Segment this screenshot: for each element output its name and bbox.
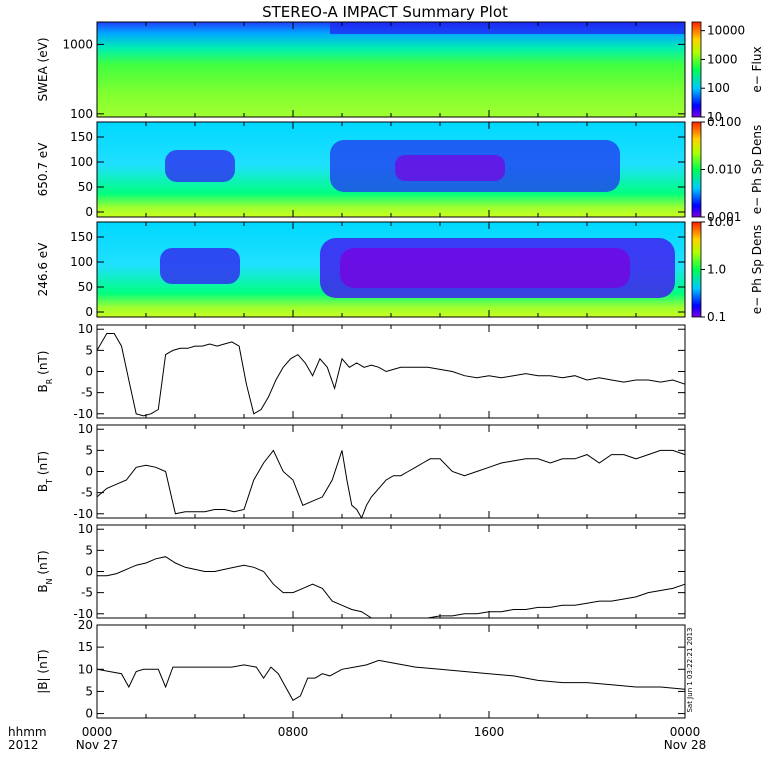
footer-hhmm: hhmm [8,725,47,739]
br-ytick-label: -10 [73,407,93,421]
bmag-ytick-label: 15 [78,640,93,654]
bt-frame [96,424,686,519]
br-series-line [96,333,686,417]
pad650-core [395,155,505,181]
swea-ytick-label: 1000 [62,37,93,51]
pad246-colorbar-label: e− Ph Sp Dens [750,225,764,314]
bmag-ytick-label: 20 [78,618,93,632]
pad650-colorbar-label: e− Ph Sp Dens [750,125,764,214]
pad246-colorbar-tick-label: 1.0 [707,263,726,277]
bmag-ytick-label: 10 [78,662,93,676]
pad246-ytick-label: 50 [78,280,93,294]
pad246-ylabel: 246.6 eV [36,242,50,297]
pad650-ytick-label: 50 [78,180,93,194]
bmag-ylabel: |B| (nT) [36,649,50,693]
bn-ytick-label: -10 [73,607,93,621]
colorbar-swea [691,21,702,118]
pad650-depletion-1 [165,150,235,182]
panel-pad650 [96,121,686,218]
pad246-ytick-label: 150 [70,230,93,244]
bn-ytick-label: 5 [85,543,93,557]
pad246-ytick-label: 100 [70,255,93,269]
plot-title: STEREO-A IMPACT Summary Plot [262,3,508,21]
br-ytick-label: 10 [78,322,93,336]
pad650-ytick-label: 150 [70,130,93,144]
bt-ytick-label: 5 [85,443,93,457]
swea-colorbar-tick-label: 10000 [707,24,745,38]
xtick-label: 0000 [670,725,701,739]
bmag-frame [96,624,686,719]
bmag-ytick-label: 0 [85,707,93,721]
swea-heatmap [97,22,685,117]
xtick-label: 0000 [82,725,113,739]
panel-pad246 [96,221,686,318]
swea-ytick-label: 100 [70,107,93,121]
pad246-depletion-1 [160,248,240,284]
bn-ylabel: BN (nT) [36,550,54,592]
pad650-colorbar-tick-label: 0.010 [707,163,741,177]
bn-ytick-label: 0 [85,565,93,579]
bt-ytick-label: -10 [73,507,93,521]
swea-colorbar-tick-label: 100 [707,81,730,95]
pad246-ytick-label: 0 [85,305,93,319]
br-ytick-label: 0 [85,365,93,379]
pad246-colorbar-tick-label: 0.1 [707,310,726,324]
footer-start-date: Nov 27 [76,738,119,752]
bmag-ytick-label: 5 [85,684,93,698]
xtick-label: 1600 [474,725,505,739]
bt-ytick-label: -5 [81,486,93,500]
bn-ytick-label: -5 [81,586,93,600]
swea-colorbar-tick-label: 1000 [707,52,738,66]
pad246-core [340,248,630,288]
bn-series-line [97,556,686,619]
pad650-colorbar-tick-label: 0.100 [707,115,741,129]
footer-end-date: Nov 28 [664,738,707,752]
panel-swea [96,21,686,118]
br-ylabel: BR (nT) [36,351,54,393]
xtick-label: 0800 [278,725,309,739]
br-frame [96,324,686,419]
bt-ytick-label: 0 [85,465,93,479]
pad650-colorbar-tick-label: 0.001 [707,210,741,224]
timestamp-stamp: Sat Jun 1 03:22:21 2013 [686,627,694,712]
swea-colorbar-label: e− Flux [750,46,764,92]
bmag-series-line [96,659,686,701]
bt-ytick-label: 10 [78,422,93,436]
bt-ylabel: BT (nT) [36,451,54,492]
colorbar-pad650 [691,121,702,218]
swea-colorbar-tick-label: 10 [707,110,722,124]
br-ytick-label: -5 [81,386,93,400]
pad650-ylabel: 650.7 eV [36,142,50,197]
br-ytick-label: 5 [85,343,93,357]
colorbar-pad246 [691,221,702,318]
swea-ylabel: SWEA (eV) [36,37,50,101]
pad246-colorbar-tick-label: 10.0 [707,215,734,229]
bn-frame [96,524,686,619]
pad650-ytick-label: 100 [70,155,93,169]
pad650-ytick-label: 0 [85,205,93,219]
swea-low-flux-band [330,22,685,34]
bn-ytick-label: 10 [78,522,93,536]
bt-series-line [96,449,686,520]
footer-year: 2012 [8,738,39,752]
